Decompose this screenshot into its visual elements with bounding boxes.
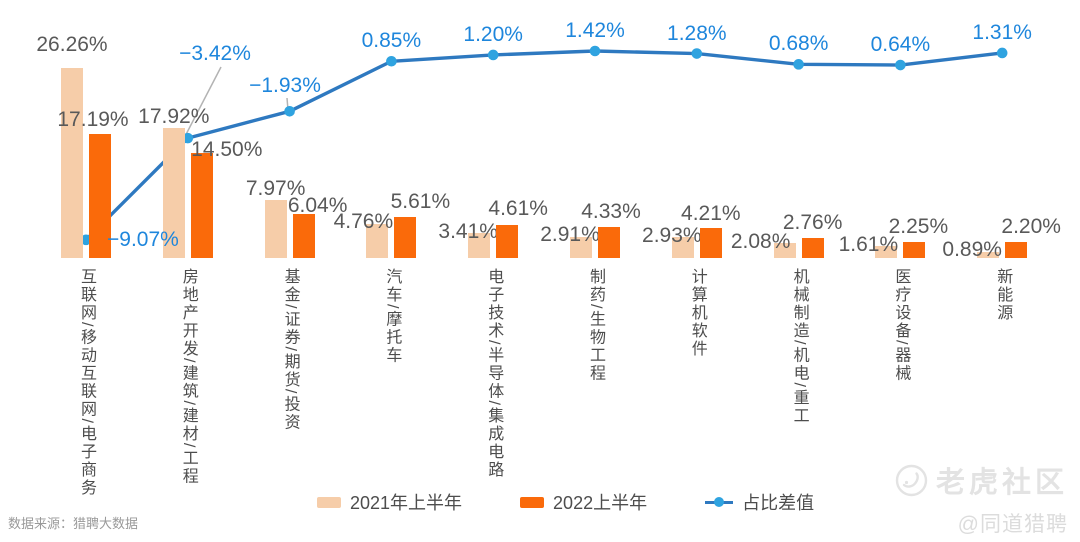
bar-2022-7 [801,238,824,258]
bar-label-2021-7: 2.08% [730,230,791,253]
bar-label-2022-6: 4.21% [681,202,741,225]
category-label-5: 制药/生物工程 [587,268,604,383]
legend-item-2022: 2022上半年 [520,489,647,515]
bar-2022-8 [903,241,926,258]
diff-label-8: 0.64% [870,33,931,57]
category-label-9: 新能源 [994,268,1012,322]
bar-label-2021-5: 2.91% [540,223,600,246]
bar-label-2022-9: 2.20% [1001,215,1061,238]
diff-point-5 [589,45,601,57]
legend-item-2021: 2021年上半年 [317,489,462,515]
category-label-1: 房地产开发/建筑/建材/工程 [179,268,197,486]
bar-label-2021-1: 17.92% [138,105,210,128]
legend-swatch-2021-icon [317,496,341,508]
diff-label-2: −1.93% [249,74,321,97]
watermark-brand: 老虎社区 [935,467,1068,499]
bar-label-2021-4: 3.41% [438,220,498,243]
watermark-handle: @同道猎聘 [957,513,1068,536]
watermark: 老虎社区 @同道猎聘 [895,459,1068,538]
bar-2022-5 [598,226,620,258]
category-label-4: 电子技术/半导体/集成电路 [485,268,503,479]
bar-2022-0 [89,133,111,258]
category-label-7: 机械制造/机电/重工 [790,268,808,425]
bar-label-2022-7: 2.76% [782,211,843,234]
diff-line [84,49,1003,242]
bar-2021-9 [977,251,1000,258]
bar-2021-2 [264,200,287,258]
bar-label-2022-8: 2.25% [888,215,949,238]
diff-label-4: 1.20% [463,22,523,46]
bar-label-2021-8: 1.61% [838,233,899,256]
diff-point-3 [386,55,397,67]
legend-label-2022: 2022上半年 [553,493,648,513]
bar-2022-2 [292,214,315,258]
legend-item-diff: 占比差值 [705,489,814,515]
category-label-6: 计算机软件 [688,268,706,358]
diff-point-1 [182,132,194,144]
diff-label-1: −3.42% [179,42,251,65]
legend-label-2021: 2021年上半年 [350,493,463,513]
data-source-note: 数据来源：猎聘大数据 [8,516,139,531]
bar-label-2021-3: 4.76% [333,210,394,233]
bar-2021-8 [875,246,898,258]
bar-label-2021-6: 2.93% [642,224,702,247]
tiger-logo-icon [895,464,928,496]
legend-swatch-2022-icon [520,496,545,508]
bar-2021-5 [570,236,592,258]
diff-label-5: 1.42% [565,19,625,42]
diff-point-7 [793,59,804,70]
diff-point-2 [284,106,295,117]
legend-line-marker-icon [705,497,734,507]
legend-label-diff: 占比差值 [742,493,815,513]
bar-label-2022-1: 14.50% [191,138,263,161]
bar-label-2022-2: 6.04% [287,194,348,217]
bar-label-2022-0: 17.19% [57,108,129,131]
diff-label-7: 0.68% [768,32,829,56]
bar-label-2022-3: 5.61% [390,190,451,213]
bar-label-2022-4: 4.61% [488,197,548,220]
diff-label-0: −9.07% [107,228,179,251]
bar-2021-6 [671,236,694,258]
diff-label-3: 0.85% [361,29,422,53]
diff-point-0 [80,234,92,246]
bar-2022-1 [190,153,213,258]
bar-2022-3 [394,217,417,258]
bar-2021-3 [366,223,389,258]
category-label-3: 汽车/摩托车 [383,268,401,365]
diff-label-6: 1.28% [667,21,727,45]
bar-2021-4 [468,233,491,258]
diff-point-6 [691,48,703,59]
category-label-0: 互联网/移动互联网/电子商务 [78,268,95,497]
legend: 2021年上半年 2022上半年 占比差值 [317,489,814,515]
label-leader-line [179,66,222,147]
bar-label-2022-5: 4.33% [581,200,641,223]
bar-label-2021-0: 26.26% [36,33,108,56]
category-label-2: 基金/证券/期货/投资 [281,268,299,432]
diff-point-9 [996,47,1008,59]
category-label-8: 医疗设备/器械 [892,268,910,383]
bar-2022-6 [699,227,722,258]
bar-2021-1 [162,128,185,258]
bar-2021-0 [61,67,83,258]
bar-2021-7 [773,242,796,258]
bar-label-2021-9: 0.89% [942,238,1002,261]
bar-2022-4 [496,224,519,258]
bar-label-2021-2: 7.97% [245,177,306,200]
diff-label-9: 1.31% [972,20,1032,44]
diff-point-8 [895,59,906,71]
bar-2022-9 [1005,242,1028,258]
diff-point-4 [487,49,499,61]
